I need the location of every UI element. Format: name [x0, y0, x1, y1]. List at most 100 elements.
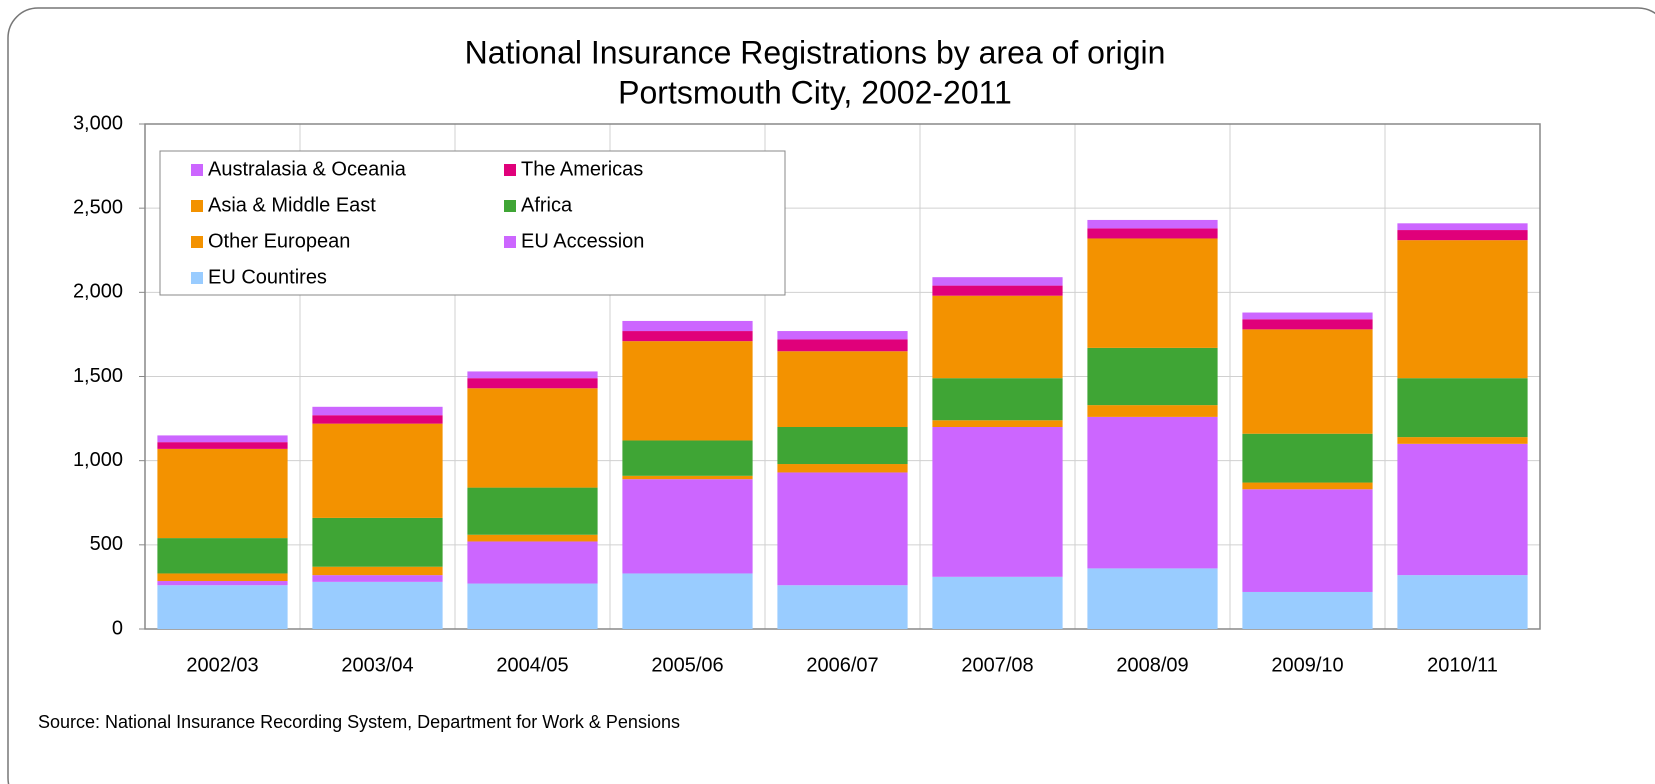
bar-segment: [1242, 319, 1373, 330]
bar-segment: [1242, 433, 1373, 483]
bar-segment: [157, 581, 288, 586]
bar-segment: [1242, 591, 1373, 629]
legend-swatch: [504, 236, 516, 248]
bar-segment: [1397, 240, 1528, 379]
bar-segment: [312, 517, 443, 567]
bar-segment: [1087, 219, 1218, 229]
bar-segment: [622, 479, 753, 574]
bar-segment: [157, 448, 288, 539]
bar-segment: [932, 420, 1063, 427]
bar-segment: [312, 423, 443, 518]
bar-segment: [157, 442, 288, 449]
bar-segment: [1242, 482, 1373, 490]
bar-segment: [1087, 568, 1218, 629]
bar-segment: [932, 378, 1063, 421]
bar-segment: [157, 573, 288, 582]
legend-label: Asia & Middle East: [208, 194, 376, 216]
source-note: Source: National Insurance Recording Sys…: [38, 712, 680, 732]
legend-swatch: [191, 236, 203, 248]
bar-segment: [777, 585, 908, 629]
legend-label: The Americas: [521, 158, 643, 180]
x-tick-label: 2004/05: [496, 654, 568, 676]
bar-segment: [1397, 223, 1528, 231]
bar-segment: [157, 538, 288, 574]
legend-swatch: [504, 164, 516, 176]
bar-segment: [777, 351, 908, 427]
legend-swatch: [191, 272, 203, 284]
bar-segment: [622, 573, 753, 629]
bar-segment: [312, 581, 443, 629]
x-tick-label: 2002/03: [186, 654, 258, 676]
bar-segment: [467, 487, 598, 535]
bar-segment: [1242, 312, 1373, 320]
bar-segment: [932, 576, 1063, 629]
y-tick-label: 1,500: [73, 365, 123, 387]
x-tick-label: 2006/07: [806, 654, 878, 676]
y-tick-label: 1,000: [73, 449, 123, 471]
bar-segment: [622, 475, 753, 480]
x-tick-label: 2010/11: [1427, 654, 1498, 676]
bar-segment: [932, 277, 1063, 286]
x-tick-label: 2009/10: [1271, 654, 1343, 676]
legend-swatch: [191, 164, 203, 176]
bar-segment: [312, 575, 443, 582]
y-tick-label: 2,000: [73, 281, 123, 303]
bar-segment: [1087, 238, 1218, 348]
bar-segment: [467, 583, 598, 629]
bar-segment: [1087, 347, 1218, 406]
bar-segment: [467, 371, 598, 379]
x-tick-label: 2005/06: [651, 654, 723, 676]
bar-segment: [1397, 437, 1528, 444]
bar-segment: [1242, 489, 1373, 592]
bar-segment: [1397, 230, 1528, 241]
legend-label: Australasia & Oceania: [208, 158, 407, 180]
bar-segment: [777, 339, 908, 352]
bar-segment: [312, 415, 443, 424]
bar-segment: [622, 320, 753, 332]
legend-box: [159, 150, 786, 296]
legend-label: Africa: [521, 194, 573, 216]
x-tick-label: 2007/08: [961, 654, 1033, 676]
bar-segment: [1087, 416, 1218, 569]
bar-segment: [932, 285, 1063, 296]
y-tick-label: 3,000: [73, 112, 123, 134]
bar-segment: [622, 331, 753, 342]
legend-swatch: [504, 200, 516, 212]
bar-segment: [467, 378, 598, 389]
bar-segment: [622, 440, 753, 476]
bar-segment: [777, 464, 908, 473]
bar-segment: [1397, 575, 1528, 629]
bar-segment: [1087, 405, 1218, 417]
x-tick-label: 2008/09: [1116, 654, 1188, 676]
bar-segment: [777, 331, 908, 340]
bar-segment: [1397, 378, 1528, 438]
y-tick-label: 0: [112, 617, 123, 639]
legend-label: EU Countires: [208, 266, 327, 288]
y-tick-label: 2,500: [73, 196, 123, 218]
y-tick-label: 500: [90, 533, 123, 555]
bar-segment: [312, 406, 443, 416]
legend-label: EU Accession: [521, 230, 644, 252]
bar-segment: [157, 435, 288, 443]
bar-segment: [467, 388, 598, 488]
frame: [7, 7, 1655, 784]
legend-label: Other European: [208, 230, 350, 252]
bar-segment: [777, 427, 908, 465]
bar-segment: [777, 472, 908, 586]
bar-segment: [1242, 329, 1373, 434]
bar-segment: [157, 585, 288, 629]
bar-segment: [932, 427, 1063, 577]
chart-title: National Insurance Registrations by area…: [465, 34, 1166, 70]
bar-segment: [1087, 228, 1218, 239]
bar-segment: [1397, 443, 1528, 576]
chart-subtitle: Portsmouth City, 2002-2011: [618, 74, 1012, 110]
bar-segment: [312, 566, 443, 576]
bar-segment: [467, 534, 598, 542]
bar-segment: [932, 295, 1063, 379]
bar-segment: [622, 341, 753, 441]
legend-swatch: [191, 200, 203, 212]
bar-segment: [467, 541, 598, 584]
x-tick-label: 2003/04: [341, 654, 413, 676]
